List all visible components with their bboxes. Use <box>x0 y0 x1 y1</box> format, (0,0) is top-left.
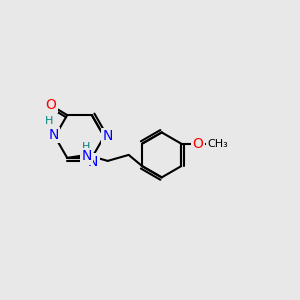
Text: H: H <box>45 116 54 126</box>
Text: O: O <box>192 137 203 151</box>
Text: O: O <box>45 98 56 112</box>
Text: N: N <box>48 128 59 142</box>
Text: H: H <box>82 142 90 152</box>
Text: N: N <box>82 149 92 164</box>
Text: N: N <box>103 130 113 143</box>
Text: CH₃: CH₃ <box>207 139 228 149</box>
Text: N: N <box>88 154 98 169</box>
